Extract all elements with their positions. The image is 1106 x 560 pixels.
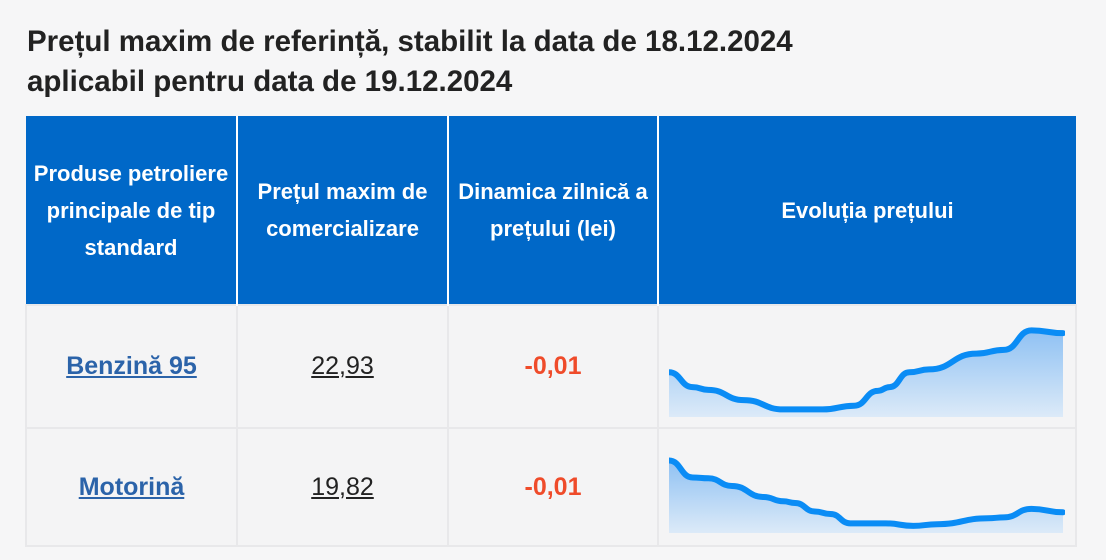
page-title: Prețul maxim de referință, stabilit la d…	[27, 22, 793, 102]
price-sparkline	[669, 457, 1065, 533]
daily-change-value: -0,01	[524, 352, 582, 380]
sparkline-area	[669, 460, 1063, 533]
product-link-benzina[interactable]: Benzină 95	[66, 352, 197, 380]
daily-change-value: -0,01	[524, 472, 582, 501]
title-line-1: Prețul maxim de referință, stabilit la d…	[27, 25, 793, 58]
header-daily-change: Dinamica zilnică a prețului (lei)	[447, 116, 659, 305]
sparkline-area	[669, 329, 1063, 417]
price-sparkline	[669, 326, 1065, 417]
header-product: Produse petroliere principale de tip sta…	[26, 116, 238, 305]
table-row: Motorină 19,82 -0,01	[25, 427, 1077, 547]
header-price-evolution: Evoluția prețului	[657, 116, 1076, 305]
product-link-motorina[interactable]: Motorină	[78, 472, 185, 501]
sparkline-line	[669, 457, 1065, 529]
price-value[interactable]: 22,93	[311, 352, 374, 380]
header-price: Prețul maxim de comercializare	[236, 116, 449, 305]
sparkline-line	[669, 326, 1065, 412]
price-value[interactable]: 19,82	[311, 472, 374, 501]
table-row: Benzină 95 22,93 -0,01	[25, 304, 1077, 429]
title-line-2: aplicabil pentru data de 19.12.2024	[27, 65, 513, 98]
fuel-price-table: Produse petroliere principale de tip sta…	[25, 116, 1077, 547]
